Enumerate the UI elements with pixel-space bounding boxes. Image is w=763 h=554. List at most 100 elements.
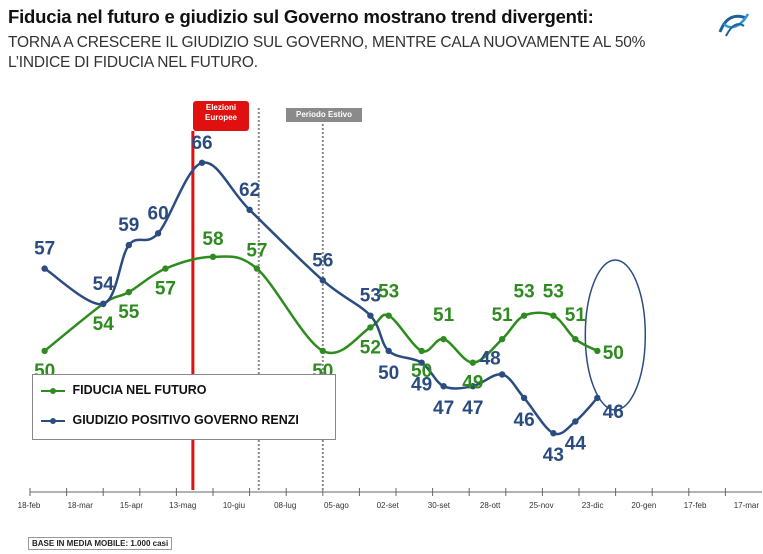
data-point-fiducia (572, 335, 579, 343)
brand-logo-icon (718, 13, 750, 37)
chart-title: Fiducia nel futuro e giudizio sul Govern… (8, 6, 594, 27)
elezioni-europee-tag: Elezioni Europee (193, 101, 249, 131)
x-tick-label: 20-gen (631, 501, 656, 510)
data-point-fiducia (469, 359, 477, 366)
series-line-fiducia (43, 255, 598, 364)
data-label-fiducia: 52 (360, 337, 381, 358)
periodo-estivo-label: Periodo Estivo (295, 110, 352, 119)
legend-swatch-governo (41, 417, 65, 424)
data-label-governo: 43 (543, 445, 564, 466)
footnote: BASE IN MEDIA MOBILE: 1.000 casi (28, 537, 173, 550)
data-label-fiducia: 50 (603, 343, 624, 364)
data-point-governo (385, 347, 392, 355)
data-point-fiducia (498, 335, 506, 343)
data-label-governo: 66 (191, 133, 212, 154)
data-point-fiducia (520, 312, 528, 319)
data-label-governo: 48 (480, 348, 501, 369)
data-point-fiducia (319, 347, 326, 355)
data-point-governo (440, 382, 447, 390)
data-point-governo (572, 418, 579, 425)
data-point-governo (498, 371, 506, 378)
legend-item-governo: GIUDIZIO POSITIVO GOVERNO RENZI (41, 413, 299, 427)
data-point-fiducia (418, 347, 425, 355)
x-tick-label: 15-apr (120, 501, 143, 510)
data-label-governo: 44 (565, 433, 587, 454)
data-point-fiducia (594, 347, 601, 355)
x-axis: 18-feb 18-mar 15-apr 13-mag 10-giu 08-lug 05-a… (18, 488, 762, 510)
data-label-governo: 62 (239, 180, 260, 201)
subtitle-line-1: TORNA A CRESCERE IL GIUDIZIO SUL GOVERNO… (8, 34, 646, 51)
data-point-fiducia (162, 265, 169, 272)
data-point-governo (594, 394, 601, 402)
data-point-fiducia (209, 253, 217, 261)
data-point-fiducia (550, 312, 557, 319)
data-point-governo (550, 430, 557, 437)
data-label-fiducia: 53 (514, 282, 535, 303)
data-label-governo: 46 (603, 402, 624, 423)
subtitle-line-2: L’INDICE DI FIDUCIA NEL FUTURO. (8, 54, 258, 71)
data-point-governo (41, 265, 48, 272)
data-label-governo: 46 (514, 410, 535, 431)
x-tick-label: 13-mag (169, 501, 196, 510)
data-point-fiducia (125, 288, 133, 296)
x-tick-label: 23-dic (582, 501, 604, 510)
data-point-fiducia (385, 312, 392, 319)
data-label-governo: 59 (118, 215, 139, 236)
data-label-fiducia: 51 (492, 305, 514, 326)
chart-subtitle: TORNA A CRESCERE IL GIUDIZIO SUL GOVERNO… (8, 33, 708, 73)
x-tick-label: 25-nov (529, 501, 553, 510)
x-tick-label: 30-set (428, 501, 451, 510)
data-label-fiducia: 54 (93, 314, 115, 335)
data-point-governo (469, 382, 477, 390)
elezioni-tag-line-1: Elezioni (205, 103, 237, 112)
data-point-governo (125, 241, 133, 249)
data-point-fiducia (440, 335, 447, 343)
x-tick-label: 05-ago (324, 501, 349, 510)
data-point-fiducia (253, 265, 261, 272)
x-tick-label: 18-feb (18, 501, 41, 510)
data-point-governo (154, 230, 162, 237)
data-point-fiducia (367, 324, 374, 331)
elezioni-tag-line-2: Europee (204, 113, 237, 122)
series-line-governo (43, 161, 599, 436)
data-point-governo (198, 159, 206, 166)
data-label-governo: 47 (462, 398, 483, 419)
data-point-governo (520, 394, 528, 402)
data-label-fiducia: 53 (378, 282, 399, 303)
data-label-governo: 54 (93, 274, 115, 295)
data-label-fiducia: 50 (411, 361, 432, 382)
data-point-governo (100, 300, 107, 308)
x-tick-label: 18-mar (68, 501, 94, 510)
data-point-fiducia (41, 347, 48, 355)
data-label-governo: 50 (378, 363, 399, 384)
data-point-governo (246, 206, 253, 214)
data-label-fiducia: 58 (202, 229, 223, 250)
data-point-governo (418, 359, 425, 366)
legend-item-fiducia: FIDUCIA NEL FUTURO (41, 383, 207, 397)
data-point-governo (319, 277, 326, 284)
chart-legend: FIDUCIA NEL FUTURO GIUDIZIO POSITIVO GOV… (32, 374, 336, 440)
x-tick-label: 08-lug (274, 501, 296, 510)
data-label-fiducia: 49 (462, 373, 483, 394)
x-tick-label: 02-set (377, 501, 400, 510)
highlight-ellipse (584, 259, 647, 411)
legend-label-fiducia: FIDUCIA NEL FUTURO (72, 383, 207, 397)
x-tick-label: 28-ott (480, 501, 501, 510)
legend-swatch-fiducia (41, 387, 65, 394)
x-tick-label: 17-feb (684, 501, 707, 510)
data-label-fiducia: 51 (565, 305, 587, 326)
data-label-governo: 53 (360, 286, 381, 307)
data-label-fiducia: 57 (246, 241, 267, 262)
data-label-fiducia: 53 (543, 282, 564, 303)
x-tick-label: 17-mar (734, 501, 760, 510)
legend-label-governo: GIUDIZIO POSITIVO GOVERNO RENZI (72, 413, 299, 427)
series-lines (41, 159, 601, 437)
data-label-fiducia: 51 (433, 305, 455, 326)
data-label-governo: 49 (411, 375, 432, 396)
data-label-governo: 56 (312, 250, 333, 271)
data-label-governo: 60 (148, 203, 169, 224)
x-tick-label: 10-giu (223, 501, 245, 510)
periodo-estivo-tag: Periodo Estivo (286, 108, 362, 122)
